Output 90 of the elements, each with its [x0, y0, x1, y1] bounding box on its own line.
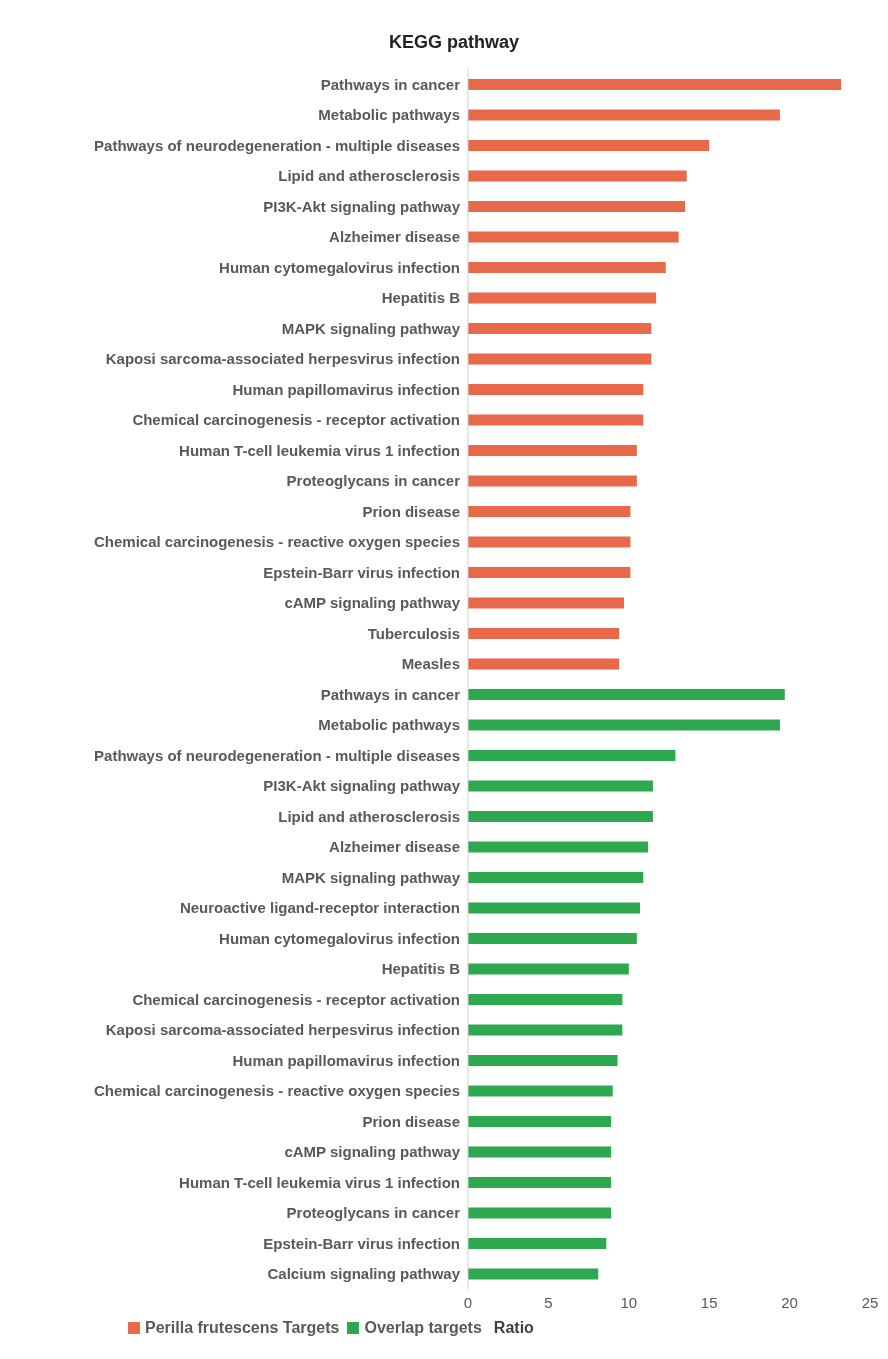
- bar: [468, 109, 780, 121]
- y-tick-label: Prion disease: [362, 502, 460, 520]
- bar: [468, 536, 631, 548]
- bar: [468, 170, 687, 182]
- bar: [468, 201, 686, 212]
- y-tick-label: Epstein-Barr virus infection: [263, 563, 460, 581]
- bar: [468, 841, 649, 853]
- y-tick-label: Tuberculosis: [367, 624, 460, 642]
- legend-label: Overlap targets: [363, 1319, 482, 1337]
- y-tick-label: Metabolic pathways: [318, 106, 460, 124]
- bar: [468, 1146, 612, 1158]
- x-tick-label: 5: [544, 1293, 553, 1311]
- y-tick-label: Hepatitis B: [381, 289, 461, 307]
- x-tick-label: 10: [620, 1293, 638, 1311]
- x-axis-title: Ratio: [493, 1319, 534, 1337]
- x-tick-label: 0: [463, 1293, 473, 1311]
- bar: [468, 1177, 612, 1188]
- bar: [468, 1207, 612, 1219]
- y-tick-label: Lipid and atherosclerosis: [278, 167, 460, 185]
- y-tick-label: Kaposi sarcoma-associated herpesvirus infection: [105, 350, 460, 368]
- y-tick-label: Metabolic pathways: [318, 716, 460, 734]
- bar: [468, 292, 657, 304]
- bar: [468, 872, 644, 883]
- y-tick-label: Calcium signaling pathway: [267, 1265, 461, 1283]
- bar: [468, 567, 631, 578]
- y-tick-label: Human T-cell leukemia virus 1 infection: [179, 441, 460, 459]
- y-tick-label: Proteoglycans in cancer: [286, 1204, 461, 1222]
- bar: [468, 963, 629, 975]
- y-tick-label: MAPK signaling pathway: [281, 868, 461, 886]
- bar: [468, 445, 637, 456]
- bar: [468, 933, 637, 944]
- bar: [468, 689, 785, 700]
- y-tick-label: Pathways of neurodegeneration - multiple diseases: [94, 136, 460, 154]
- y-tick-label: Human cytomegalovirus infection: [219, 258, 460, 276]
- y-tick-label: Chemical carcinogenesis - reactive oxygen species: [93, 533, 460, 551]
- y-tick-label: Hepatitis B: [381, 960, 461, 978]
- bar: [468, 597, 624, 609]
- y-tick-label: PI3K-Akt signaling pathway: [263, 197, 461, 215]
- y-tick-label: Prion disease: [362, 1112, 460, 1130]
- bar: [468, 628, 620, 639]
- y-tick-label: Kaposi sarcoma-associated herpesvirus infection: [105, 1021, 460, 1039]
- bar: [468, 475, 637, 487]
- y-tick-label: Chemical carcinogenesis - receptor activation: [132, 990, 460, 1008]
- y-tick-label: Chemical carcinogenesis - receptor activation: [132, 411, 460, 429]
- y-tick-label: Pathways of neurodegeneration - multiple diseases: [94, 746, 460, 764]
- bar: [468, 353, 652, 365]
- legend-label: Perilla frutescens Targets: [144, 1319, 340, 1337]
- bar: [468, 902, 641, 914]
- y-tick-label: PI3K-Akt signaling pathway: [263, 777, 461, 795]
- bar: [468, 1268, 599, 1280]
- y-tick-label: Measles: [401, 655, 460, 673]
- y-tick-label: Neuroactive ligand-receptor interaction: [179, 899, 460, 917]
- bar: [468, 1024, 623, 1036]
- y-tick-label: Lipid and atherosclerosis: [278, 807, 460, 825]
- x-tick-label: 25: [861, 1293, 879, 1311]
- bar: [468, 658, 620, 670]
- y-tick-label: Human cytomegalovirus infection: [219, 929, 460, 947]
- bar: [468, 384, 644, 395]
- bar: [468, 719, 780, 731]
- y-tick-label: Alzheimer disease: [329, 228, 460, 246]
- y-tick-label: Alzheimer disease: [329, 838, 460, 856]
- bar: [468, 1116, 612, 1127]
- bar: [468, 811, 653, 822]
- bar: [468, 79, 842, 90]
- y-tick-label: Human papillomavirus infection: [232, 380, 460, 398]
- bar: [468, 750, 676, 761]
- bar: [468, 323, 652, 334]
- bar: [468, 231, 679, 243]
- y-tick-label: Pathways in cancer: [320, 75, 461, 93]
- y-tick-label: cAMP signaling pathway: [284, 594, 461, 612]
- y-tick-label: Chemical carcinogenesis - reactive oxygen species: [93, 1082, 460, 1100]
- bar: [468, 414, 644, 426]
- y-tick-label: MAPK signaling pathway: [281, 319, 461, 337]
- bar: [468, 1238, 607, 1249]
- bar: [468, 262, 666, 273]
- bar: [468, 994, 623, 1005]
- bar: [468, 140, 710, 151]
- bar: [468, 506, 631, 517]
- y-tick-label: Human T-cell leukemia virus 1 infection: [179, 1173, 460, 1191]
- y-tick-label: Epstein-Barr virus infection: [263, 1234, 460, 1252]
- chart-title: KEGG pathway: [388, 31, 520, 54]
- x-tick-label: 15: [700, 1293, 718, 1311]
- bar: [468, 1055, 618, 1066]
- bar: [468, 780, 653, 792]
- y-tick-label: cAMP signaling pathway: [284, 1143, 461, 1161]
- y-tick-label: Proteoglycans in cancer: [286, 472, 461, 490]
- bar: [468, 1085, 613, 1097]
- y-tick-label: Human papillomavirus infection: [232, 1051, 460, 1069]
- y-tick-label: Pathways in cancer: [320, 685, 461, 703]
- x-tick-label: 20: [781, 1293, 798, 1311]
